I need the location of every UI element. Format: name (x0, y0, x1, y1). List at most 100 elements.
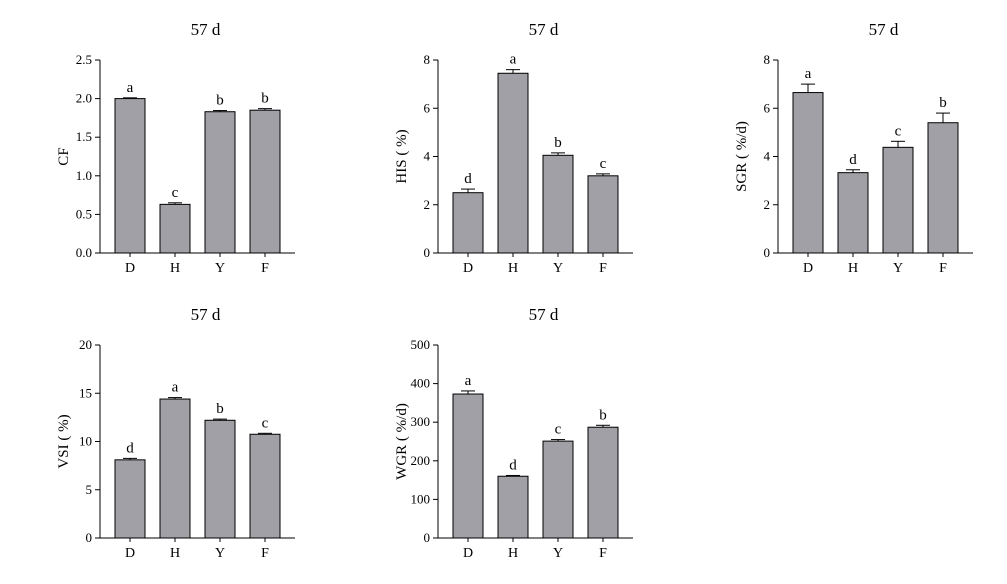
y-tick-label: 0 (86, 530, 93, 545)
y-tick-label: 2.5 (76, 52, 92, 67)
bar-F (587, 175, 619, 254)
x-category-label: F (939, 261, 947, 276)
x-category-label: D (463, 261, 473, 276)
y-axis-label: SGR ( %/d) (734, 121, 750, 192)
y-axis-label: VSI ( %) (56, 414, 72, 468)
bar-H (497, 72, 529, 254)
y-tick-label: 1.0 (76, 168, 92, 183)
significance-letter-F: b (599, 407, 607, 423)
significance-letter-F: b (261, 91, 269, 107)
y-tick-label: 0.5 (76, 206, 92, 221)
chart-panel-5: 57 d WGR ( %/d) 0 100 200 300 400 500 a Dd Hc Yb F (394, 305, 633, 561)
significance-letter-Y: b (216, 93, 224, 109)
y-tick-label: 8 (764, 52, 771, 67)
significance-letter-D: a (465, 373, 472, 389)
y-axis-label: CF (56, 147, 72, 165)
x-category-label: D (463, 546, 473, 561)
x-category-label: Y (215, 546, 225, 561)
y-tick-label: 2.0 (76, 91, 92, 106)
y-tick-label: 4 (764, 149, 771, 164)
chart-panel-3: 57 d SGR ( %/d) 0 2 4 6 8 a Dd Hc Yb F (734, 20, 973, 276)
significance-letter-H: a (510, 52, 517, 68)
bar-F (249, 433, 281, 539)
y-tick-label: 6 (764, 100, 771, 115)
significance-letter-H: d (849, 152, 857, 168)
chart-panel-2: 57 d HIS ( %) 0 2 4 6 8 d Da Hb Yc F (394, 20, 633, 276)
y-tick-label: 300 (411, 414, 431, 429)
significance-letter-D: a (127, 80, 134, 96)
significance-letter-Y: b (216, 401, 224, 417)
bar-F (249, 109, 281, 254)
bar-D (114, 459, 146, 539)
bar-H (159, 398, 191, 539)
x-category-label: Y (893, 261, 903, 276)
chart-panel-1: 57 d CF 0.0 0.5 1.0 1.5 2.0 2.5 a Dc Hb Yb F (56, 20, 295, 276)
y-tick-label: 4 (424, 149, 431, 164)
y-tick-label: 500 (411, 337, 431, 352)
y-tick-label: 6 (424, 100, 431, 115)
bar-D (114, 98, 146, 254)
y-tick-label: 0.0 (76, 245, 92, 260)
y-tick-label: 10 (79, 434, 92, 449)
y-tick-label: 2 (424, 197, 431, 212)
x-category-label: D (125, 261, 135, 276)
bar-H (159, 203, 191, 254)
x-category-label: H (508, 546, 518, 561)
bar-D (452, 393, 484, 539)
y-tick-label: 0 (424, 530, 431, 545)
y-tick-label: 8 (424, 52, 431, 67)
x-category-label: H (848, 261, 858, 276)
y-tick-label: 15 (79, 385, 92, 400)
y-tick-label: 100 (411, 491, 431, 506)
significance-letter-D: a (805, 66, 812, 82)
significance-letter-Y: b (554, 135, 562, 151)
y-tick-label: 20 (79, 337, 92, 352)
y-tick-label: 2 (764, 197, 771, 212)
x-category-label: F (261, 261, 269, 276)
bar-Y (882, 146, 914, 254)
significance-letter-Y: c (555, 422, 562, 438)
y-axis-label: HIS ( %) (394, 129, 410, 183)
chart-title: 57 d (191, 305, 221, 324)
chart-title: 57 d (191, 20, 221, 39)
chart-title: 57 d (529, 305, 559, 324)
y-axis-label: WGR ( %/d) (394, 403, 410, 480)
significance-letter-F: c (600, 156, 607, 172)
bar-Y (204, 419, 236, 539)
x-category-label: H (170, 546, 180, 561)
y-tick-label: 1.5 (76, 129, 92, 144)
x-category-label: F (599, 261, 607, 276)
x-category-label: F (261, 546, 269, 561)
chart-title: 57 d (529, 20, 559, 39)
significance-letter-Y: c (895, 123, 902, 139)
x-category-label: F (599, 546, 607, 561)
bar-Y (542, 440, 574, 539)
significance-letter-D: d (126, 440, 134, 456)
x-category-label: D (803, 261, 813, 276)
significance-letter-F: b (939, 95, 947, 111)
bar-F (587, 426, 619, 539)
x-category-label: Y (553, 261, 563, 276)
x-category-label: Y (215, 261, 225, 276)
bar-Y (542, 154, 574, 254)
y-tick-label: 200 (411, 453, 431, 468)
bar-D (792, 92, 824, 254)
bar-Y (204, 111, 236, 254)
x-category-label: D (125, 546, 135, 561)
bar-H (837, 172, 869, 254)
y-tick-label: 0 (424, 245, 431, 260)
chart-title: 57 d (869, 20, 899, 39)
significance-letter-D: d (464, 171, 472, 187)
significance-letter-H: a (172, 380, 179, 396)
y-tick-label: 5 (86, 482, 93, 497)
y-tick-label: 0 (764, 245, 771, 260)
y-tick-label: 400 (411, 376, 431, 391)
bar-H (497, 475, 529, 539)
significance-letter-F: c (262, 415, 269, 431)
bar-D (452, 192, 484, 254)
x-category-label: Y (553, 546, 563, 561)
x-category-label: H (170, 261, 180, 276)
chart-panel-4: 57 d VSI ( %) 0 5 10 15 20 d Da Hb Yc F (56, 305, 295, 561)
x-category-label: H (508, 261, 518, 276)
